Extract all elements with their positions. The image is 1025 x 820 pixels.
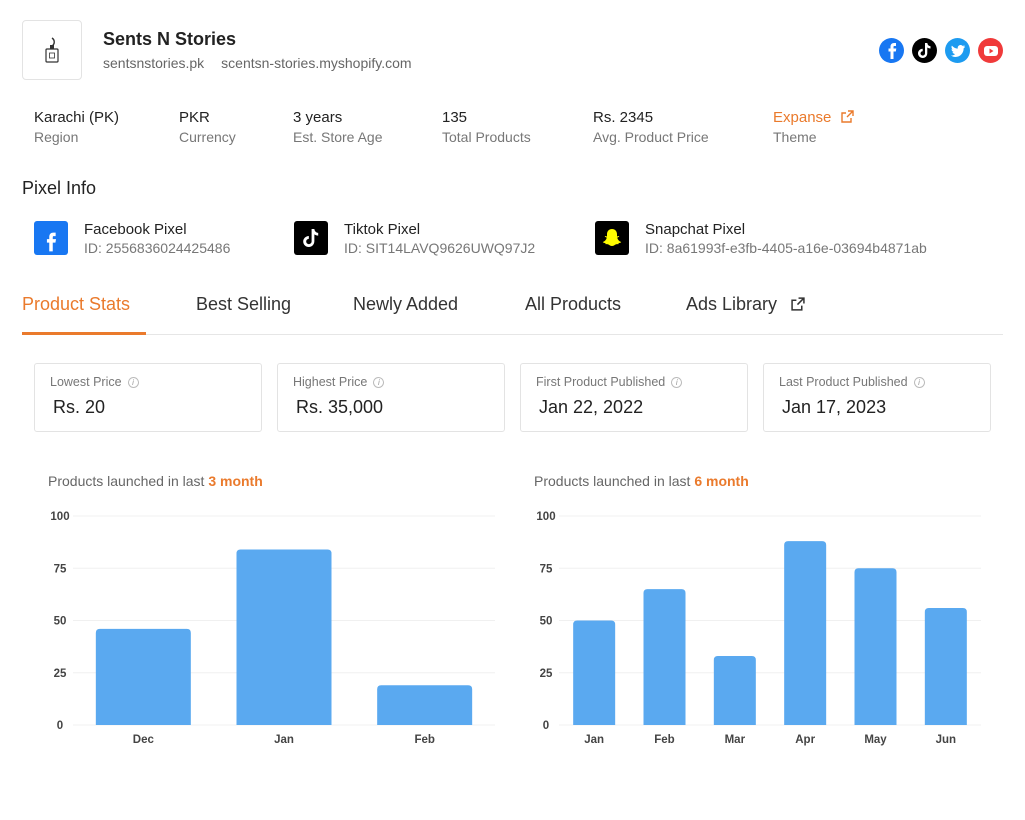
tab-product-stats[interactable]: Product Stats [22, 294, 131, 314]
twitter-icon[interactable] [945, 38, 970, 63]
chart-title-6-month: Products launched in last 6 month [534, 473, 749, 489]
stat-card-last-published: Last Product Published i Jan 17, 2023 [763, 363, 991, 432]
chart-6-month: 0 25 50 75 100 Jan Feb Mar Apr May Jun [536, 511, 981, 746]
info-icon[interactable]: i [127, 376, 139, 388]
youtube-icon[interactable] [978, 38, 1003, 63]
y-tick-label: 75 [540, 563, 553, 575]
meta-theme: Expanse Theme [773, 109, 854, 145]
store-logo [22, 20, 82, 80]
stat-card-highest-price: Highest Price i Rs. 35,000 [277, 363, 505, 432]
y-tick-label: 50 [540, 616, 553, 628]
chart-bar[interactable] [924, 607, 967, 725]
chart-bar[interactable] [377, 685, 473, 725]
tab-all-products[interactable]: All Products [525, 294, 622, 314]
chart-bar[interactable] [784, 541, 827, 725]
x-tick-label: Dec [133, 734, 155, 746]
x-tick-label: Jun [936, 734, 956, 746]
chart-bar[interactable] [236, 549, 332, 725]
stat-card-first-published: First Product Published i Jan 22, 2022 [520, 363, 748, 432]
store-name: Sents N Stories [103, 29, 237, 49]
meta-avg-price: Rs. 2345 Avg. Product Price [593, 109, 709, 145]
theme-link[interactable]: Expanse [773, 109, 854, 128]
tab-ads-library[interactable]: Ads Library [686, 294, 805, 315]
external-link-icon [840, 110, 854, 123]
y-tick-label: 100 [50, 511, 69, 523]
x-tick-label: Apr [795, 734, 815, 746]
x-tick-label: Jan [584, 734, 604, 746]
social-links [879, 38, 1003, 63]
x-tick-label: Feb [414, 734, 434, 746]
store-header: Sents N Stories sentsnstories.pk scentsn-… [22, 20, 1003, 80]
y-tick-label: 75 [54, 563, 67, 575]
chart-3-month: 0 25 50 75 100 Dec Jan Feb [50, 511, 495, 746]
tab-best-selling[interactable]: Best Selling [196, 294, 292, 314]
external-link-icon [791, 297, 805, 311]
x-tick-label: Mar [725, 734, 746, 746]
info-icon[interactable]: i [913, 376, 925, 388]
chart-bar[interactable] [643, 589, 686, 725]
meta-region: Karachi (PK) Region [34, 109, 120, 145]
pixel-info-title: Pixel Info [22, 178, 97, 198]
meta-store-age: 3 years Est. Store Age [293, 109, 383, 145]
active-tab-indicator [22, 332, 146, 335]
x-tick-label: Feb [654, 734, 674, 746]
y-tick-label: 25 [54, 668, 67, 680]
chart-bar[interactable] [854, 568, 897, 725]
y-tick-label: 100 [536, 511, 555, 523]
snapchat-pixel-icon [595, 221, 629, 255]
tiktok-pixel-icon [294, 221, 328, 255]
store-domain-link[interactable]: sentsnstories.pk [103, 55, 205, 71]
meta-total-products: 135 Total Products [442, 109, 531, 145]
x-tick-label: May [864, 734, 887, 746]
info-icon[interactable]: i [373, 376, 385, 388]
store-links: sentsnstories.pk scentsn-stories.myshopif… [103, 55, 429, 71]
y-tick-label: 0 [543, 720, 549, 732]
meta-currency: PKR Currency [179, 109, 236, 145]
facebook-pixel-icon [34, 221, 68, 255]
perfume-bottle-icon [45, 37, 59, 63]
chart-bar[interactable] [713, 656, 756, 725]
y-tick-label: 0 [57, 720, 63, 732]
stat-card-lowest-price: Lowest Price i Rs. 20 [34, 363, 262, 432]
tiktok-icon[interactable] [912, 38, 937, 63]
chart-bar[interactable] [573, 620, 616, 726]
y-tick-label: 25 [540, 668, 553, 680]
tab-newly-added[interactable]: Newly Added [353, 294, 459, 314]
x-tick-label: Jan [274, 734, 294, 746]
facebook-icon[interactable] [879, 38, 904, 63]
y-tick-label: 50 [54, 616, 67, 628]
info-icon[interactable]: i [671, 376, 683, 388]
chart-bar[interactable] [95, 628, 191, 725]
shopify-url-link[interactable]: scentsn-stories.myshopify.com [221, 55, 412, 71]
tab-bar: Product Stats Best Selling Newly Added A… [22, 290, 1003, 335]
chart-title-3-month: Products launched in last 3 month [48, 473, 263, 489]
